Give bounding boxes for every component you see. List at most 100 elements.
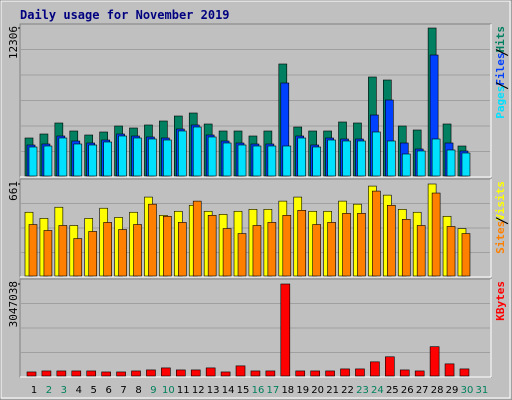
bar bbox=[43, 145, 53, 177]
bar bbox=[312, 146, 321, 177]
bar bbox=[237, 233, 247, 277]
x-tick-label: 4 bbox=[76, 385, 82, 396]
bar bbox=[148, 203, 157, 277]
bar bbox=[28, 224, 38, 277]
bar bbox=[282, 215, 292, 277]
legend-entry: Sites bbox=[494, 221, 507, 254]
bar bbox=[355, 368, 365, 377]
bar bbox=[207, 215, 217, 277]
bar bbox=[387, 204, 396, 277]
bar bbox=[222, 228, 232, 277]
x-tick-label: 30 bbox=[461, 385, 474, 396]
bar bbox=[416, 150, 426, 177]
x-tick-label: 18 bbox=[281, 385, 294, 396]
legend-entry: Visits bbox=[494, 181, 507, 221]
x-tick-label: 26 bbox=[401, 385, 414, 396]
bar bbox=[192, 126, 202, 177]
bar bbox=[252, 145, 262, 177]
chart-title: Daily usage for November 2019 bbox=[20, 8, 230, 22]
legend-text: SitesVisits bbox=[494, 181, 507, 254]
y-tick-label: 12306 bbox=[7, 26, 20, 59]
bar bbox=[163, 139, 172, 177]
bar bbox=[73, 238, 83, 277]
bar bbox=[58, 225, 68, 277]
x-tick-label: 1 bbox=[31, 385, 37, 396]
x-tick-label: 21 bbox=[326, 385, 339, 396]
bar bbox=[431, 138, 441, 177]
bar bbox=[416, 225, 426, 277]
bar bbox=[88, 144, 98, 177]
bar bbox=[205, 367, 216, 377]
bar bbox=[295, 370, 306, 377]
x-tick-label: 28 bbox=[431, 385, 444, 396]
bar bbox=[26, 371, 37, 377]
legend-separator bbox=[495, 48, 509, 57]
bar bbox=[71, 370, 82, 377]
bar bbox=[146, 369, 156, 377]
x-tick-label: 16 bbox=[252, 385, 265, 396]
bar bbox=[148, 138, 157, 177]
bar bbox=[372, 190, 381, 277]
x-tick-label: 27 bbox=[416, 385, 429, 396]
legend: PagesFilesHits bbox=[494, 26, 509, 119]
bar bbox=[28, 146, 38, 177]
bar bbox=[250, 370, 261, 377]
bar bbox=[131, 370, 141, 377]
bar bbox=[429, 346, 440, 377]
bar bbox=[101, 371, 111, 377]
x-tick-label: 2 bbox=[46, 385, 52, 396]
bar bbox=[444, 363, 455, 377]
bar bbox=[357, 213, 366, 277]
bar bbox=[163, 215, 172, 277]
bar bbox=[310, 370, 320, 377]
bar bbox=[190, 369, 201, 377]
bar bbox=[237, 144, 247, 177]
bar bbox=[385, 356, 395, 377]
bar bbox=[342, 140, 351, 177]
bar bbox=[297, 210, 307, 277]
bar bbox=[118, 229, 127, 277]
bar bbox=[372, 131, 381, 177]
legend-text: PagesFilesHits bbox=[494, 26, 507, 119]
y-tick-label: 661 bbox=[7, 181, 20, 201]
bar bbox=[58, 137, 68, 177]
x-tick-label: 29 bbox=[446, 385, 459, 396]
x-tick-label: 14 bbox=[222, 385, 235, 396]
bar bbox=[414, 370, 425, 377]
x-tick-label: 3 bbox=[61, 385, 67, 396]
bar bbox=[431, 192, 441, 277]
bar bbox=[161, 367, 171, 377]
bar bbox=[399, 369, 410, 377]
x-tick-label: 7 bbox=[120, 385, 126, 396]
legend-text: KBytes bbox=[494, 281, 507, 321]
legend-separator bbox=[495, 217, 509, 225]
bar bbox=[43, 230, 53, 277]
bar bbox=[133, 224, 142, 277]
bar bbox=[133, 137, 142, 177]
bar bbox=[340, 368, 350, 377]
bar bbox=[446, 149, 456, 177]
x-tick-label: 9 bbox=[150, 385, 156, 396]
bar bbox=[342, 213, 351, 277]
x-tick-label: 13 bbox=[207, 385, 220, 396]
bar bbox=[56, 370, 67, 377]
bar bbox=[73, 143, 83, 177]
legend-entry: Files bbox=[494, 53, 507, 86]
x-tick-label: 8 bbox=[135, 385, 141, 396]
bar bbox=[327, 139, 336, 177]
x-tick-label: 10 bbox=[162, 385, 175, 396]
bar bbox=[327, 222, 336, 277]
bar bbox=[103, 222, 112, 277]
bar bbox=[222, 142, 232, 177]
x-tick-label: 23 bbox=[356, 385, 369, 396]
bar bbox=[357, 140, 366, 177]
bar bbox=[312, 224, 321, 277]
legend-entry: Pages bbox=[494, 86, 507, 119]
x-tick-label: 12 bbox=[192, 385, 205, 396]
x-tick-label: 6 bbox=[105, 385, 111, 396]
y-tick-label: 3047038 bbox=[7, 281, 20, 327]
bar bbox=[103, 141, 112, 177]
bar bbox=[235, 365, 246, 377]
bar bbox=[267, 145, 277, 177]
